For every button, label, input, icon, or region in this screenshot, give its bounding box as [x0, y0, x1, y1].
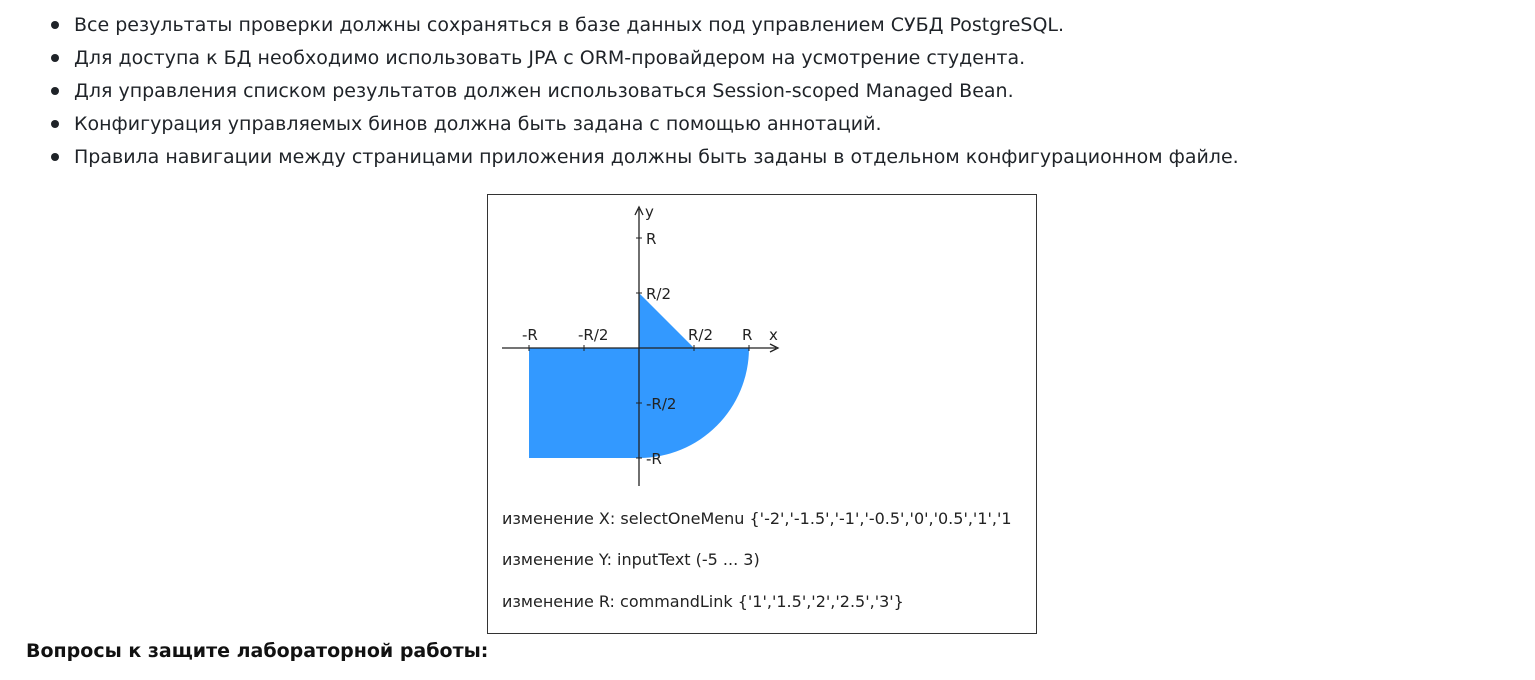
tick-label-y-neg-r: -R: [646, 450, 662, 468]
x-axis-arrow: [769, 343, 780, 353]
list-item: Конфигурация управляемых бинов должна бы…: [48, 109, 1239, 142]
area-diagram: -R -R/2 R/2 R x y R R/2 -R/2 -R: [502, 203, 780, 486]
questions-heading: Вопросы к защите лабораторной работы:: [26, 640, 489, 662]
tick-label-x-neg-r: -R: [522, 326, 538, 344]
tick-label-y-pos-half: R/2: [646, 285, 671, 303]
tick-label-y-pos-r: R: [646, 230, 656, 248]
axis-label-y: y: [645, 203, 654, 221]
caption-x-change: изменение X: selectOneMenu {'-2','-1.5',…: [502, 509, 1012, 528]
area-diagram-figure: -R -R/2 R/2 R x y R R/2 -R/2 -R изменени…: [487, 194, 1037, 634]
tick-label-y-neg-half: -R/2: [646, 395, 676, 413]
list-item: Для управления списком результатов долже…: [48, 76, 1239, 109]
caption-r-change: изменение R: commandLink {'1','1.5','2',…: [502, 592, 904, 611]
tick-label-x-pos-half: R/2: [688, 326, 713, 344]
requirements-list: Все результаты проверки должны сохранять…: [48, 10, 1239, 175]
tick-label-x-neg-half: -R/2: [578, 326, 608, 344]
caption-y-change: изменение Y: inputText (-5 ... 3): [502, 550, 760, 569]
list-item: Для доступа к БД необходимо использовать…: [48, 43, 1239, 76]
list-item: Все результаты проверки должны сохранять…: [48, 10, 1239, 43]
axis-label-x: x: [769, 326, 778, 344]
list-item: Правила навигации между страницами прило…: [48, 142, 1239, 175]
tick-label-x-pos-r: R: [742, 326, 752, 344]
y-axis-arrow: [634, 205, 644, 216]
